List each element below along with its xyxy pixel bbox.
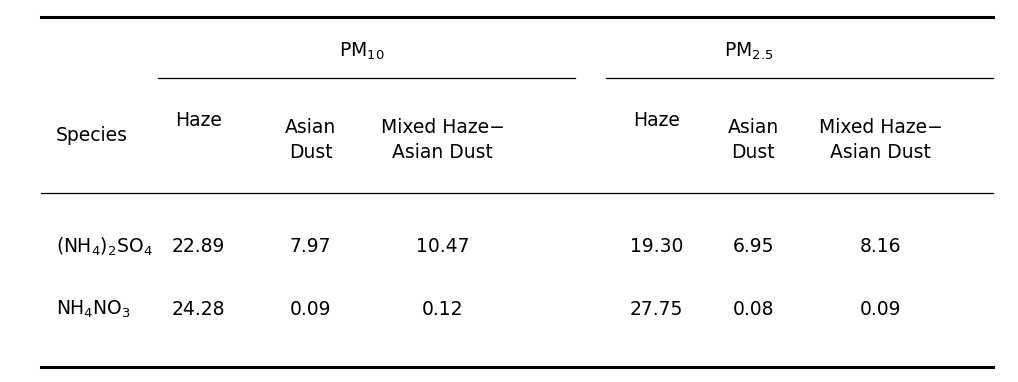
Text: Dust: Dust xyxy=(732,143,775,162)
Text: 19.30: 19.30 xyxy=(630,237,683,256)
Text: Asian: Asian xyxy=(728,118,779,138)
Text: NH$_4$NO$_3$: NH$_4$NO$_3$ xyxy=(56,299,130,320)
Text: (NH$_4$)$_2$SO$_4$: (NH$_4$)$_2$SO$_4$ xyxy=(56,235,153,257)
Text: Mixed Haze−: Mixed Haze− xyxy=(381,118,505,138)
Text: Mixed Haze−: Mixed Haze− xyxy=(818,118,943,138)
Text: 0.08: 0.08 xyxy=(733,300,774,319)
Text: PM$_{2.5}$: PM$_{2.5}$ xyxy=(724,41,773,62)
Text: Haze: Haze xyxy=(175,111,222,130)
Text: 0.12: 0.12 xyxy=(422,300,463,319)
Text: Asian Dust: Asian Dust xyxy=(392,143,494,162)
Text: 7.97: 7.97 xyxy=(290,237,331,256)
Text: Dust: Dust xyxy=(289,143,332,162)
Text: 24.28: 24.28 xyxy=(172,300,225,319)
Text: 0.09: 0.09 xyxy=(290,300,331,319)
Text: 0.09: 0.09 xyxy=(860,300,901,319)
Text: PM$_{10}$: PM$_{10}$ xyxy=(339,41,384,62)
Text: 22.89: 22.89 xyxy=(172,237,225,256)
Text: 8.16: 8.16 xyxy=(860,237,901,256)
Text: Haze: Haze xyxy=(633,111,680,130)
Text: 27.75: 27.75 xyxy=(630,300,683,319)
Text: 10.47: 10.47 xyxy=(416,237,469,256)
Text: Species: Species xyxy=(56,126,128,145)
Text: Asian Dust: Asian Dust xyxy=(830,143,931,162)
Text: 6.95: 6.95 xyxy=(733,237,774,256)
Text: Asian: Asian xyxy=(285,118,336,138)
